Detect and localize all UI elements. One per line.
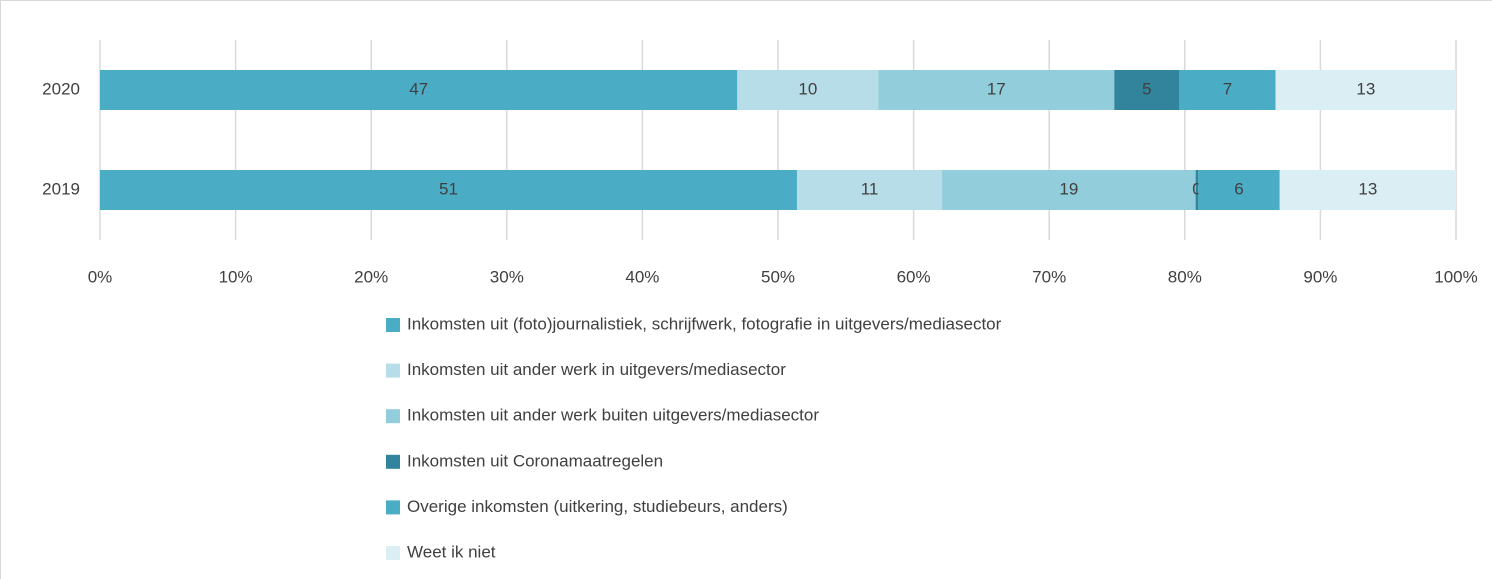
legend-label: Inkomsten uit (foto)journalistiek, schri…	[407, 314, 1002, 333]
x-tick-label: 30%	[490, 267, 524, 286]
legend-label: Inkomsten uit ander werk buiten uitgever…	[407, 406, 819, 425]
legend-swatch	[386, 409, 400, 424]
legend-swatch	[386, 454, 400, 469]
y-tick-label: 2020	[42, 79, 80, 98]
data-label: 47	[409, 79, 428, 98]
x-tick-label: 50%	[761, 267, 795, 286]
legend-swatch	[386, 363, 400, 378]
bar-segment	[942, 170, 1196, 210]
bar-segment	[1195, 170, 1199, 210]
legend-label: Inkomsten uit ander werk in uitgevers/me…	[407, 360, 786, 379]
bar-segment	[100, 170, 797, 210]
x-tick-label: 40%	[625, 267, 659, 286]
y-tick-label: 2019	[42, 179, 80, 198]
x-tick-label: 90%	[1303, 267, 1337, 286]
data-label: 13	[1356, 79, 1375, 98]
data-label: 17	[987, 79, 1006, 98]
x-tick-label: 10%	[219, 267, 253, 286]
x-tick-label: 20%	[354, 267, 388, 286]
bar-segment	[1179, 70, 1276, 110]
bar-segment	[796, 170, 943, 210]
legend-label: Overige inkomsten (uitkering, studiebeur…	[407, 497, 788, 516]
data-label: 11	[861, 179, 879, 198]
bar-segment	[1279, 170, 1456, 210]
data-label: 51	[439, 179, 458, 198]
data-label: 5	[1142, 79, 1151, 98]
legend-swatch	[386, 546, 400, 560]
data-label: 13	[1358, 179, 1377, 198]
x-tick-label: 0%	[88, 267, 113, 286]
legend-label: Inkomsten uit Coronamaatregelen	[407, 451, 663, 470]
x-tick-label: 60%	[897, 267, 931, 286]
data-label: 19	[1059, 179, 1078, 198]
bar-segment	[1275, 70, 1456, 110]
x-tick-label: 80%	[1168, 267, 1202, 286]
data-label: 0	[1192, 179, 1201, 198]
bar-segment	[1114, 70, 1180, 110]
x-tick-label: 100%	[1434, 267, 1477, 286]
bar-segment	[1198, 170, 1280, 210]
bar-segment	[100, 70, 738, 110]
legend-swatch	[386, 318, 400, 332]
legend-label: Weet ik niet	[407, 542, 496, 561]
data-label: 6	[1234, 179, 1243, 198]
bar-segment	[737, 70, 879, 110]
legend-swatch	[386, 500, 400, 515]
x-tick-label: 70%	[1032, 267, 1066, 286]
bar-segment	[878, 70, 1115, 110]
data-label: 7	[1223, 79, 1232, 98]
data-label: 10	[798, 79, 817, 98]
